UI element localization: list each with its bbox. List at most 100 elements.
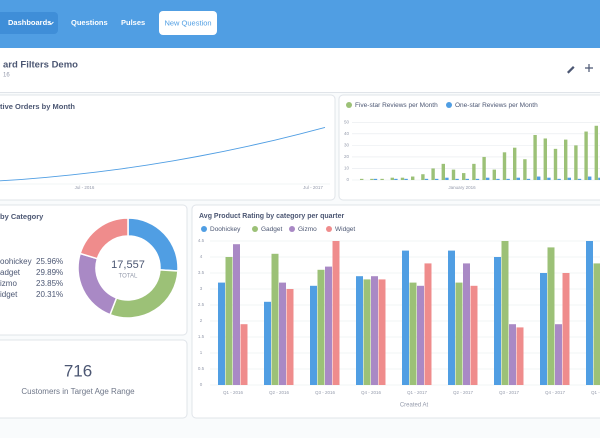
x-tick-label: Q2 - 2016 [269,390,290,395]
x-axis-label: Created At [400,403,429,409]
bar [594,263,600,385]
legend-label: adget [0,268,21,277]
bar [435,179,438,180]
bar [517,327,524,385]
bar [287,289,294,385]
bar [241,324,248,385]
bar [554,149,557,180]
legend-swatch [326,226,332,232]
y-tick-label: 20 [344,154,350,159]
bar [476,179,479,180]
legend-swatch [201,226,207,232]
bar [586,241,593,385]
bar [279,283,286,385]
bar [401,178,404,180]
legend-value: 29.89% [36,268,63,277]
header-band [0,48,600,92]
y-tick-label: 0.5 [198,366,205,371]
bar [482,157,485,180]
x-tick-label: Q1 - 2016 [223,390,244,395]
bar [527,179,530,180]
legend-swatch [289,226,295,232]
donut-total-label: TOTAL [119,274,138,280]
card [192,205,600,418]
bar [379,279,386,385]
bar [356,276,363,385]
legend-label: izmo [0,279,17,288]
bar [425,263,432,385]
y-tick-label: 10 [344,166,350,171]
y-tick-label: 4.5 [198,238,205,243]
legend-label: Widget [335,226,355,233]
bar [463,263,470,385]
bar [471,286,478,385]
bar [494,257,501,385]
y-tick-label: 1.5 [198,334,205,339]
x-tick-label: Jul - 2016 [75,185,95,190]
bar [455,179,458,180]
bar [578,179,581,180]
bar [588,177,591,180]
bar [506,179,509,180]
legend-label: Five-star Reviews per Month [355,102,438,109]
bar [544,138,547,180]
bar [264,302,271,385]
bar [537,177,540,180]
bar [517,178,520,180]
bar [411,177,414,180]
bar [568,178,571,180]
bar [425,179,428,180]
card [0,340,187,418]
legend-value: 25.96% [36,257,63,266]
bar [452,170,455,180]
bar [431,168,434,180]
bar [502,241,509,385]
bar [574,145,577,180]
bar [394,179,397,180]
bar [557,179,560,180]
bar [310,286,317,385]
y-tick-label: 2.5 [198,302,205,307]
bar [410,283,417,385]
card-title: Avg Product Rating by category per quart… [199,213,344,220]
dashboard-subtitle: 16 [3,73,10,79]
bar [325,267,332,385]
bar [442,164,445,180]
bar [486,178,489,180]
legend-label: idget [0,290,18,299]
dashboard: DashboardsQuestionsPulsesNew Questionard… [0,0,600,438]
bar [448,251,455,385]
bar [456,283,463,385]
legend-label: Gadget [261,226,283,233]
x-tick-label: Q4 - 2017 [545,390,566,395]
button-label[interactable]: New Question [164,18,211,27]
bar [333,241,340,385]
bar [547,178,550,180]
bar [523,159,526,180]
x-tick-label: Jul - 2017 [303,185,323,190]
bar [371,276,378,385]
x-tick-label: Q4 - 2016 [361,390,382,395]
bar [318,270,325,385]
scalar-label: Customers in Target Age Range [21,387,135,396]
legend-swatch [346,102,352,108]
bar [380,179,383,180]
legend-label: Doohickey [210,226,241,233]
bar [503,152,506,180]
bar [533,135,536,180]
legend-swatch [252,226,258,232]
legend-value: 23.85% [36,279,63,288]
bar [509,324,516,385]
bar [466,179,469,180]
bar [496,179,499,180]
bar [595,126,598,180]
nav-item[interactable]: Pulses [121,18,145,27]
bar [584,132,587,180]
nav-item[interactable]: Dashboards [8,18,51,27]
nav-item[interactable]: Questions [71,18,108,27]
header-border [0,92,600,93]
bar [370,179,373,180]
bar [513,148,516,180]
legend-label: Gizmo [298,226,317,233]
bar [364,279,371,385]
